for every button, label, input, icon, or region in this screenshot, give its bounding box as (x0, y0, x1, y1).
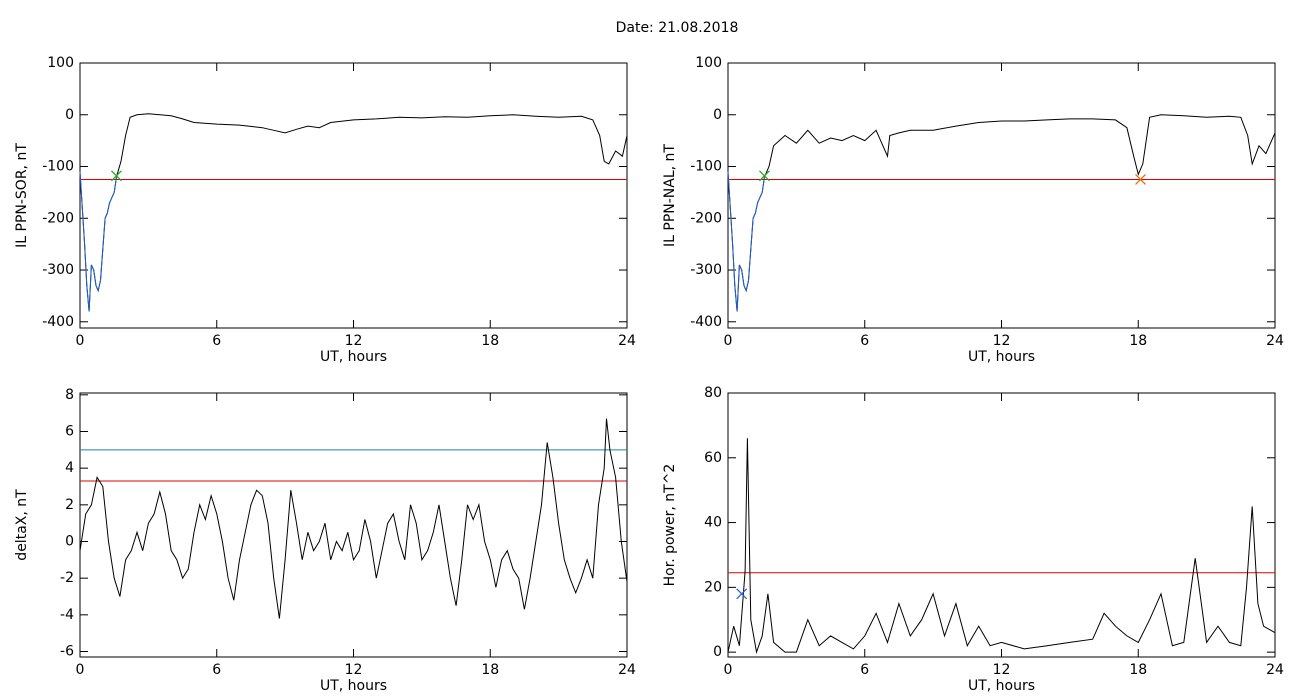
figure-title: Date: 21.08.2018 (616, 20, 739, 36)
y-tick-label: -100 (42, 159, 74, 175)
plot-frame (79, 62, 628, 329)
x-tick-label: 6 (212, 333, 221, 349)
marker (759, 170, 770, 182)
x-axis-label: UT, hours (968, 678, 1035, 694)
data-line (727, 171, 765, 312)
data-line (79, 171, 117, 312)
y-tick-label: 100 (695, 55, 722, 71)
x-tick-label: 24 (618, 333, 636, 349)
x-tick-label: 12 (993, 662, 1011, 678)
y-tick-label: 4 (65, 460, 74, 476)
y-axis-label: Hor. power, nT^2 (662, 464, 678, 587)
y-axis-label: deltaX, nT (14, 489, 30, 561)
x-tick-label: 0 (724, 662, 733, 678)
x-tick-label: 12 (993, 333, 1011, 349)
y-tick-label: -6 (60, 644, 74, 660)
y-tick-label: 0 (65, 534, 74, 550)
y-tick-label: 2 (65, 497, 74, 513)
data-line (79, 418, 628, 619)
marker-stroke (1135, 173, 1146, 185)
y-tick-label: -2 (60, 570, 74, 586)
x-tick-label: 6 (860, 333, 869, 349)
y-tick-label: 100 (47, 55, 74, 71)
y-tick-label: 0 (65, 107, 74, 123)
y-tick-label: 8 (65, 387, 74, 403)
y-tick-label: -400 (690, 314, 722, 330)
x-tick-label: 6 (212, 662, 221, 678)
data-line (727, 438, 1276, 655)
y-tick-label: 40 (704, 515, 722, 531)
x-tick-label: 24 (1266, 333, 1284, 349)
x-tick-label: 12 (345, 333, 363, 349)
y-tick-label: -300 (42, 262, 74, 278)
y-tick-label: 0 (713, 107, 722, 123)
x-tick-label: 12 (345, 662, 363, 678)
x-tick-label: 6 (860, 662, 869, 678)
y-tick-label: 6 (65, 424, 74, 440)
marker-stroke (111, 170, 122, 182)
x-tick-label: 18 (1129, 333, 1147, 349)
y-tick-label: -100 (690, 159, 722, 175)
y-tick-label: 20 (704, 579, 722, 595)
y-tick-label: -300 (690, 262, 722, 278)
x-tick-label: 0 (724, 333, 733, 349)
plot-frame (727, 392, 1276, 658)
y-axis-label: IL PPN-NAL, nT (662, 144, 678, 247)
x-axis-label: UT, hours (320, 678, 387, 694)
marker-stroke (736, 588, 748, 600)
y-tick-label: 60 (704, 450, 722, 466)
data-line (727, 114, 1276, 312)
marker (736, 588, 748, 600)
x-tick-label: 0 (76, 333, 85, 349)
x-tick-label: 0 (76, 662, 85, 678)
plot-frame (79, 392, 628, 658)
x-tick-label: 24 (1266, 662, 1284, 678)
x-tick-label: 18 (1129, 662, 1147, 678)
data-line (79, 113, 628, 312)
x-tick-label: 18 (481, 662, 499, 678)
y-tick-label: 0 (713, 644, 722, 660)
y-tick-label: -200 (42, 210, 74, 226)
y-tick-label: -400 (42, 314, 74, 330)
marker-stroke (759, 170, 770, 182)
x-tick-label: 24 (618, 662, 636, 678)
y-tick-label: -200 (690, 210, 722, 226)
y-axis-label: IL PPN-SOR, nT (14, 143, 30, 248)
marker (111, 170, 122, 182)
x-axis-label: UT, hours (320, 349, 387, 365)
plot-frame (727, 62, 1276, 329)
x-tick-label: 18 (481, 333, 499, 349)
y-tick-label: -4 (60, 607, 74, 623)
x-axis-label: UT, hours (968, 349, 1035, 365)
y-tick-label: 80 (704, 385, 722, 401)
marker (1135, 173, 1146, 185)
